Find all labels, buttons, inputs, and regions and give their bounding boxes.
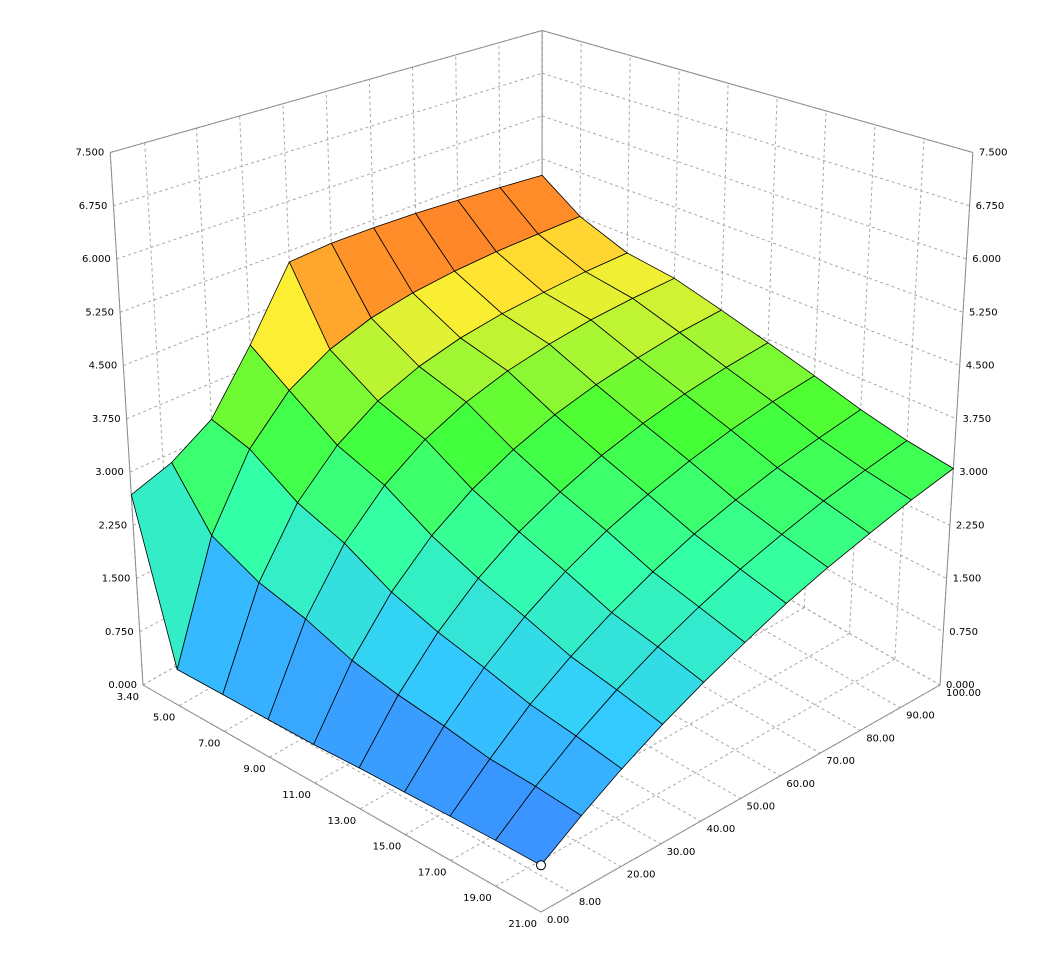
z-tick-label: 6.000 [972,254,1001,265]
box-edge [540,684,941,913]
floor-grid-line [174,666,574,895]
x-tick-label: 9.00 [243,764,265,775]
x-tick-label: 17.00 [418,867,447,878]
y-tick-label: 40.00 [707,824,736,835]
wall-grid-line [541,414,944,633]
z-tick-label: 6.750 [976,201,1005,212]
corner-marker [536,860,546,871]
y-tick-label: 50.00 [747,802,776,813]
wall-grid-line [541,72,970,207]
x-tick-label: 21.00 [508,919,537,930]
wall-grid-line [119,158,543,313]
y-tick-label: 20.00 [627,870,656,881]
y-tick-label: 70.00 [826,756,855,767]
z-tick-label: 0.000 [108,680,137,691]
wall-grid-line [541,201,960,366]
box-edge [939,152,974,686]
x-tick-label: 7.00 [198,738,220,749]
y-tick-label: 100.00 [946,688,981,699]
z-tick-label: 2.250 [956,520,985,531]
y-tick-label: 8.00 [579,897,601,908]
wall-grid-line [541,372,947,579]
y-tick-label: 90.00 [906,711,935,722]
z-tick-label: 7.500 [979,148,1008,159]
z-tick-label: 6.750 [79,201,108,212]
wall-grid-line [541,158,964,313]
z-tick-label: 5.250 [969,307,998,318]
z-tick-label: 1.500 [953,574,982,585]
box-edge [110,30,543,153]
surface [130,174,954,871]
box-edge [541,30,974,153]
x-tick-label: 13.00 [327,816,356,827]
wall-grid-line [116,115,543,260]
surface-cell [495,786,582,866]
z-tick-label: 4.500 [966,361,995,372]
z-tick-label: 1.500 [102,574,131,585]
z-tick-label: 5.250 [85,307,114,318]
z-tick-label: 7.500 [76,148,105,159]
floor-grid-line [495,658,896,887]
z-tick-label: 6.000 [82,254,111,265]
z-tick-label: 3.750 [92,414,121,425]
box-edge [109,152,144,686]
x-tick-label: 3.40 [117,692,139,703]
z-tick-label: 3.000 [95,467,124,478]
x-tick-label: 5.00 [153,713,175,724]
y-tick-label: 30.00 [667,847,696,858]
z-tick-label: 3.750 [963,414,992,425]
z-tick-label: 0.000 [946,680,975,691]
wall-grid-line [282,103,304,595]
z-tick-label: 2.250 [98,520,127,531]
wall-grid-line [541,115,967,260]
z-tick-label: 0.750 [949,627,978,638]
labels: 0.000 0.000 0.750 0.750 1.500 1.500 2.250 2.250… [76,148,1008,931]
z-tick-label: 3.000 [959,467,988,478]
z-tick-label: 4.500 [89,361,118,372]
box-edge [142,684,542,913]
y-tick-label: 0.00 [547,915,569,926]
wall-grid-line [113,72,543,207]
wall-grid-line [849,124,876,634]
x-tick-label: 15.00 [373,842,402,853]
y-tick-label: 60.00 [786,779,815,790]
x-tick-label: 19.00 [463,893,492,904]
x-tick-label: 11.00 [282,790,311,801]
z-tick-label: 0.750 [105,627,134,638]
y-tick-label: 80.00 [866,733,895,744]
